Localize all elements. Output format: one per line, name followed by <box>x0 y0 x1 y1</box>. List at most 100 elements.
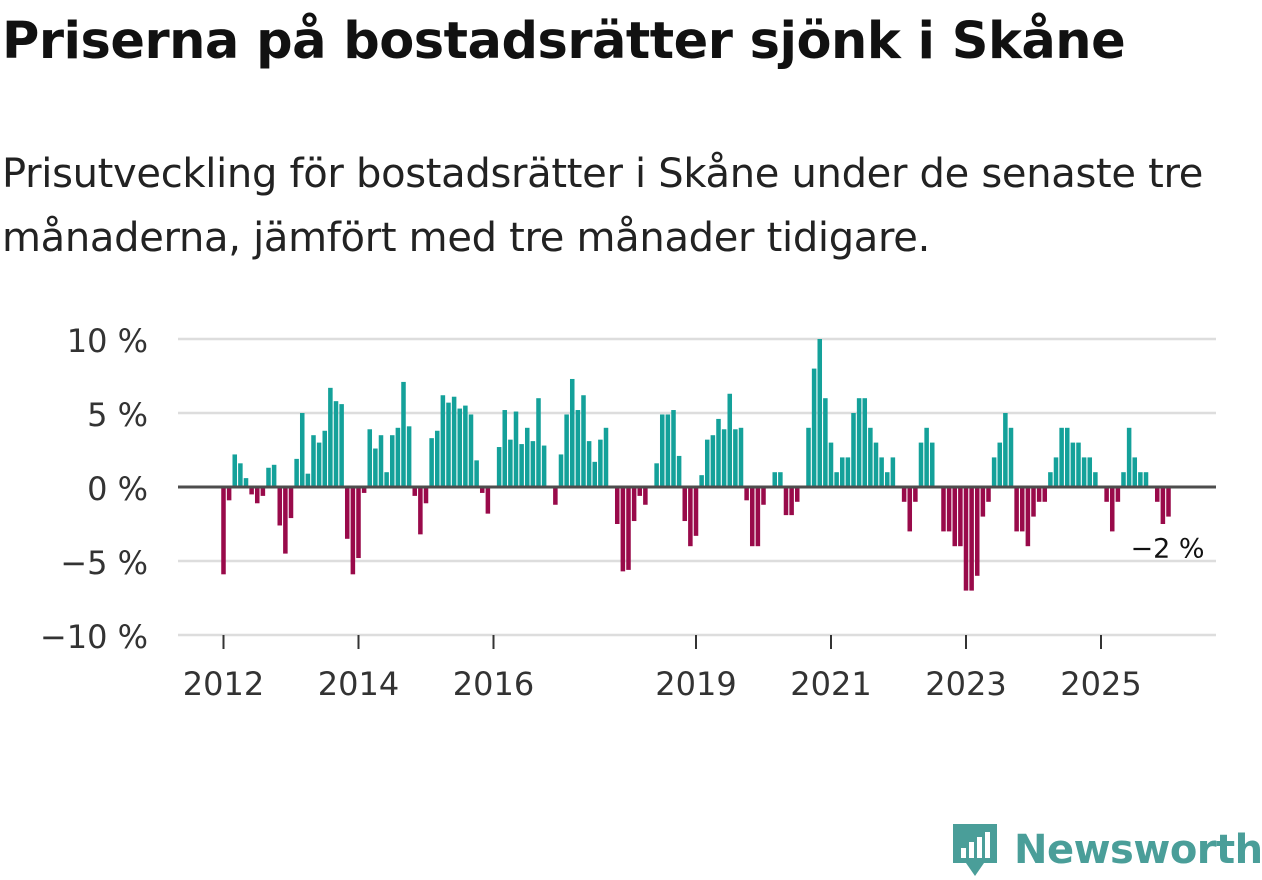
bar <box>783 487 789 516</box>
bar <box>963 487 969 591</box>
bar <box>299 413 305 487</box>
bar <box>845 457 851 487</box>
bar <box>496 447 502 487</box>
bar <box>266 467 271 487</box>
bar <box>339 404 344 487</box>
bar <box>1019 487 1025 532</box>
bar <box>941 487 946 532</box>
bar <box>1008 427 1014 487</box>
bar <box>474 460 479 487</box>
bar <box>519 444 524 487</box>
bar <box>254 487 260 504</box>
bar <box>1064 427 1070 487</box>
bar <box>569 378 575 487</box>
bar <box>901 487 907 502</box>
bar <box>440 395 446 487</box>
bar <box>350 487 356 575</box>
bar <box>356 487 361 559</box>
bar <box>406 426 412 487</box>
bar <box>828 442 834 487</box>
newsworthy-logo-icon <box>953 824 997 876</box>
bar <box>918 442 924 487</box>
bar <box>738 427 744 487</box>
bar <box>1014 487 1019 532</box>
bar <box>1003 413 1008 487</box>
bar <box>1132 457 1138 487</box>
bar <box>384 472 389 487</box>
bar <box>733 429 738 487</box>
bar <box>575 410 581 487</box>
y-tick-label: −10 % <box>40 618 148 656</box>
bar <box>811 368 817 487</box>
bar <box>451 396 457 487</box>
bar <box>879 457 884 487</box>
x-tick-label: 2012 <box>183 665 264 703</box>
bar <box>716 418 721 487</box>
last-value-annotation: −2 % <box>1130 534 1204 565</box>
bar <box>221 487 226 575</box>
newsworthy-logo: Newsworthy <box>950 820 1262 880</box>
bar <box>592 461 598 487</box>
bar <box>401 381 406 487</box>
bar <box>755 487 761 547</box>
bar <box>271 464 277 487</box>
bar <box>823 398 828 487</box>
bar <box>1087 457 1093 487</box>
brand-name: Newsworthy <box>1014 827 1262 873</box>
bar <box>913 487 918 502</box>
bar <box>806 427 811 487</box>
bar <box>839 457 845 487</box>
bar <box>890 457 896 487</box>
bar <box>997 442 1003 487</box>
bar <box>564 414 569 487</box>
bar <box>524 427 530 487</box>
bar <box>1053 457 1059 487</box>
bar <box>676 455 682 487</box>
bar <box>232 454 238 487</box>
bar <box>868 427 873 487</box>
bar <box>856 398 862 487</box>
bar <box>1042 487 1048 502</box>
bar <box>1031 487 1036 517</box>
axes: 10 % 5 % 0 % −5 % −10 % 2012 2014 2016 2019 2021 2… <box>40 322 1216 703</box>
bar <box>946 487 952 532</box>
bar <box>361 487 367 493</box>
bar <box>794 487 800 502</box>
bar <box>761 487 766 505</box>
bar <box>974 487 980 576</box>
bar <box>294 458 299 487</box>
bar <box>710 435 716 487</box>
bar <box>637 487 643 496</box>
bar <box>502 410 508 487</box>
x-tick-label: 2014 <box>318 665 399 703</box>
bar <box>958 487 963 547</box>
bar <box>553 487 558 505</box>
bar <box>373 448 378 487</box>
y-tick-label: 5 % <box>87 396 148 434</box>
bar <box>789 487 794 516</box>
bar <box>1025 487 1031 547</box>
bar <box>418 487 423 535</box>
bar <box>851 413 856 487</box>
bar <box>749 487 755 547</box>
bar <box>834 472 839 487</box>
bar <box>991 457 997 487</box>
bar <box>688 487 693 547</box>
x-tick-label: 2023 <box>925 665 1006 703</box>
bar <box>721 429 727 487</box>
bar <box>643 487 648 505</box>
bar <box>260 487 266 496</box>
bar <box>378 435 384 487</box>
bar <box>1121 472 1126 487</box>
bar <box>1059 427 1064 487</box>
bar <box>463 405 468 487</box>
x-tick-label: 2019 <box>655 665 736 703</box>
y-tick-label: 0 % <box>87 470 148 508</box>
bar <box>333 401 339 487</box>
bar <box>389 435 395 487</box>
bar <box>699 475 704 487</box>
y-tick-label: −5 % <box>60 544 148 582</box>
bar <box>727 393 733 487</box>
bars <box>221 339 1171 591</box>
bar <box>344 487 350 539</box>
